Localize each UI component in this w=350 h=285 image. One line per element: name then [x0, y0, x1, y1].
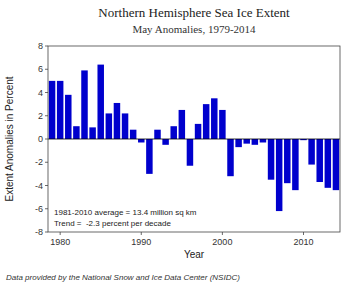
bar: [219, 110, 225, 139]
bar: [325, 139, 331, 188]
bar: [252, 139, 258, 145]
bar: [227, 139, 233, 176]
bar: [179, 110, 185, 139]
bar: [195, 124, 201, 139]
bar: [130, 130, 136, 139]
zero-line: [48, 139, 340, 140]
plot-frame: [48, 46, 340, 232]
bar: [260, 139, 266, 142]
x-tick-label: 2000: [212, 237, 232, 247]
bar: [292, 139, 298, 190]
y-tick: [45, 162, 48, 163]
bar: [114, 103, 120, 139]
annotation: Trend = -2.3 percent per decade: [54, 219, 171, 228]
bar: [276, 139, 282, 211]
chart: Northern Hemisphere Sea Ice Extent May An…: [0, 0, 350, 285]
title: Northern Hemisphere Sea Ice Extent: [98, 5, 290, 20]
bar: [170, 126, 176, 139]
x-axis-label: Year: [184, 249, 205, 260]
y-tick: [45, 46, 48, 47]
bar: [65, 95, 71, 139]
bar: [268, 139, 274, 180]
bar: [106, 113, 112, 139]
x-tick-label: 2010: [293, 237, 313, 247]
bar: [203, 104, 209, 139]
bar: [154, 130, 160, 139]
y-tick-label: 8: [38, 41, 43, 51]
bar: [235, 139, 241, 147]
y-tick: [45, 185, 48, 186]
bar: [89, 127, 95, 139]
x-tick-label: 1990: [131, 237, 151, 247]
y-tick-label: -2: [35, 157, 43, 167]
y-tick-label: -6: [35, 204, 43, 214]
bar: [243, 139, 249, 144]
y-tick: [45, 139, 48, 140]
bar: [81, 70, 87, 139]
bar: [146, 139, 152, 174]
bar: [211, 98, 217, 139]
x-tick: [222, 232, 223, 235]
x-tick: [141, 232, 142, 235]
annotation: 1981-2010 average = 13.4 million sq km: [54, 208, 197, 217]
y-tick: [45, 208, 48, 209]
subtitle: May Anomalies, 1979-2014: [132, 23, 256, 35]
x-tick: [60, 232, 61, 235]
y-tick-label: 0: [38, 134, 43, 144]
bar: [138, 139, 144, 142]
bar: [333, 139, 339, 190]
bar: [49, 81, 55, 139]
bar: [187, 139, 193, 166]
y-tick: [45, 232, 48, 233]
bar: [316, 139, 322, 182]
bar: [162, 139, 168, 145]
y-tick-label: -4: [35, 181, 43, 191]
y-tick-label: 6: [38, 64, 43, 74]
footer: Data provided by the National Snow and I…: [6, 273, 240, 282]
bar: [57, 81, 63, 139]
y-tick: [45, 115, 48, 116]
y-tick-label: 4: [38, 88, 43, 98]
y-tick: [45, 69, 48, 70]
bar: [97, 65, 103, 139]
bar: [73, 126, 79, 139]
y-axis-label: Extent Anomalies in Percent: [4, 76, 15, 201]
y-tick-label: 2: [38, 111, 43, 121]
y-tick-label: -8: [35, 227, 43, 237]
bar: [122, 113, 128, 139]
bar: [284, 139, 290, 183]
x-tick-label: 1980: [50, 237, 70, 247]
bar: [308, 139, 314, 165]
x-tick: [303, 232, 304, 235]
bars: [49, 65, 339, 211]
y-tick: [45, 92, 48, 93]
